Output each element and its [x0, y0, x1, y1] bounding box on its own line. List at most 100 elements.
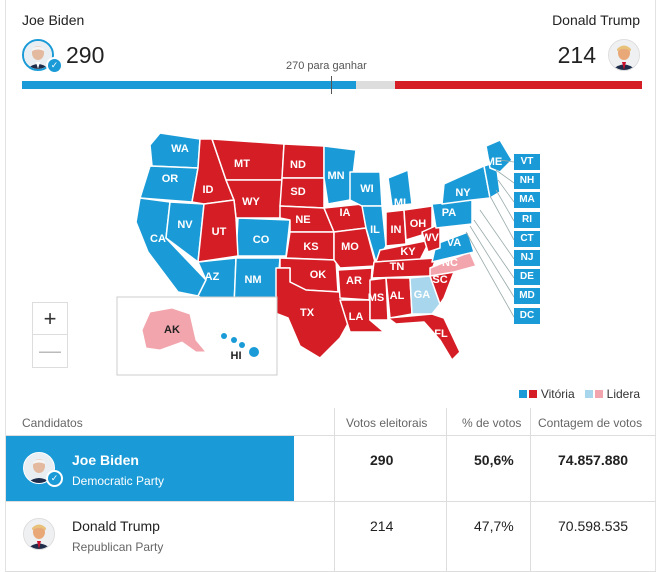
legend-biden-swatch — [518, 390, 527, 398]
state-label-ga: GA — [413, 289, 431, 301]
state-label-ms: MS — [367, 292, 385, 304]
row-pct: 47,7% — [474, 518, 514, 534]
state-label-me: ME — [485, 156, 503, 168]
state-label-wy: WY — [242, 196, 260, 208]
state-label-oh: OH — [409, 218, 427, 230]
state-box-ma[interactable]: MA — [514, 192, 540, 209]
trump-progress — [395, 81, 642, 89]
state-IN[interactable] — [385, 209, 407, 247]
biden-electoral-count: 290 — [66, 42, 105, 68]
goal-marker — [331, 76, 332, 94]
state-label-tx: TX — [299, 307, 315, 319]
row-electoral: 214 — [370, 518, 394, 534]
state-label-il: IL — [370, 224, 380, 236]
state-AK[interactable] — [141, 307, 208, 353]
state-label-wa: WA — [171, 143, 189, 155]
col-divider — [446, 408, 447, 572]
row-count: 70.598.535 — [558, 518, 629, 534]
state-label-ks: KS — [303, 241, 319, 253]
row-count: 74.857.880 — [558, 452, 629, 468]
row-party: Republican Party — [72, 540, 164, 554]
state-MO[interactable] — [333, 227, 377, 269]
divider — [6, 501, 656, 502]
trump-header-name: Donald Trump — [552, 12, 640, 28]
state-WV[interactable] — [421, 223, 441, 253]
state-label-nc: NC — [442, 257, 458, 269]
state-label-fl: FL — [434, 328, 448, 340]
col-electoral: Votos eleitorais — [346, 416, 428, 430]
state-label-ak: AK — [164, 324, 180, 336]
biden-header-name: Joe Biden — [22, 12, 85, 28]
state-label-or: OR — [161, 173, 179, 185]
state-label-wi: WI — [360, 183, 374, 195]
state-label-ky: KY — [400, 246, 416, 258]
state-label-ar: AR — [346, 275, 362, 287]
state-label-id: ID — [202, 184, 214, 196]
state-MI[interactable] — [387, 169, 413, 207]
zoom-out-button[interactable]: — — [33, 334, 67, 366]
state-NY[interactable] — [441, 165, 491, 205]
state-box-de[interactable]: DE — [514, 269, 540, 286]
state-label-ok: OK — [309, 269, 327, 281]
state-LA[interactable] — [339, 299, 385, 333]
state-label-ia: IA — [339, 207, 351, 219]
map-legend: Vitória Lidera — [518, 387, 640, 401]
map-zoom-control: + — — [32, 302, 68, 368]
state-label-in: IN — [390, 224, 402, 236]
state-box-md[interactable]: MD — [514, 288, 540, 305]
state-box-nj[interactable]: NJ — [514, 250, 540, 266]
state-label-mi: MI — [393, 197, 407, 209]
state-FL[interactable] — [387, 313, 461, 361]
alaska-hawaii-inset — [116, 296, 278, 376]
state-label-ny: NY — [455, 187, 471, 199]
col-divider — [334, 408, 335, 572]
legend-trump-lead-swatch — [594, 390, 603, 398]
state-box-ct[interactable]: CT — [514, 230, 540, 247]
state-box-ri[interactable]: RI — [514, 211, 540, 228]
legend-leading-label: Lidera — [606, 387, 640, 401]
state-label-al: AL — [389, 290, 405, 302]
winner-check-icon: ✓ — [46, 57, 63, 74]
state-label-nm: NM — [244, 274, 262, 286]
state-VA[interactable] — [431, 231, 475, 263]
state-HI[interactable] — [221, 333, 259, 357]
state-label-ut: UT — [211, 226, 227, 238]
col-divider — [530, 408, 531, 572]
state-label-mn: MN — [327, 170, 345, 182]
results-panel — [5, 0, 656, 572]
electoral-progress-bar — [22, 81, 642, 89]
row-pct: 50,6% — [474, 452, 514, 468]
trump-avatar — [608, 39, 640, 71]
col-count: Contagem de votos — [538, 416, 643, 430]
legend-trump-swatch — [528, 390, 537, 398]
state-MN[interactable] — [323, 145, 357, 205]
state-UT[interactable] — [197, 199, 239, 263]
state-MS[interactable] — [369, 277, 389, 321]
state-label-co: CO — [252, 234, 270, 246]
state-WY[interactable] — [225, 179, 283, 219]
state-label-pa: PA — [441, 207, 457, 219]
state-label-nv: NV — [177, 219, 193, 231]
row-name: Joe Biden — [72, 452, 139, 468]
state-label-sd: SD — [290, 186, 306, 198]
goal-label: 270 para ganhar — [286, 60, 367, 72]
state-label-ca: CA — [150, 233, 166, 245]
zoom-in-button[interactable]: + — [43, 306, 57, 331]
state-GA[interactable] — [409, 275, 441, 315]
trump-row-avatar — [23, 518, 55, 550]
state-label-hi: HI — [230, 350, 242, 362]
state-label-az: AZ — [204, 271, 220, 283]
col-pct: % de votos — [462, 416, 522, 430]
row-name: Donald Trump — [72, 518, 160, 534]
state-box-vt[interactable]: VT — [514, 154, 540, 170]
trump-electoral-count: 214 — [557, 42, 596, 68]
state-box-dc[interactable]: DC — [514, 307, 540, 324]
col-candidates: Candidatos — [22, 416, 83, 430]
divider — [6, 435, 656, 436]
state-ME[interactable] — [485, 139, 513, 173]
winner-check-icon: ✓ — [46, 470, 63, 487]
state-box-nh[interactable]: NH — [514, 173, 540, 190]
row-party: Democratic Party — [72, 474, 165, 488]
us-election-map[interactable] — [0, 0, 662, 400]
state-label-va: VA — [446, 237, 462, 249]
